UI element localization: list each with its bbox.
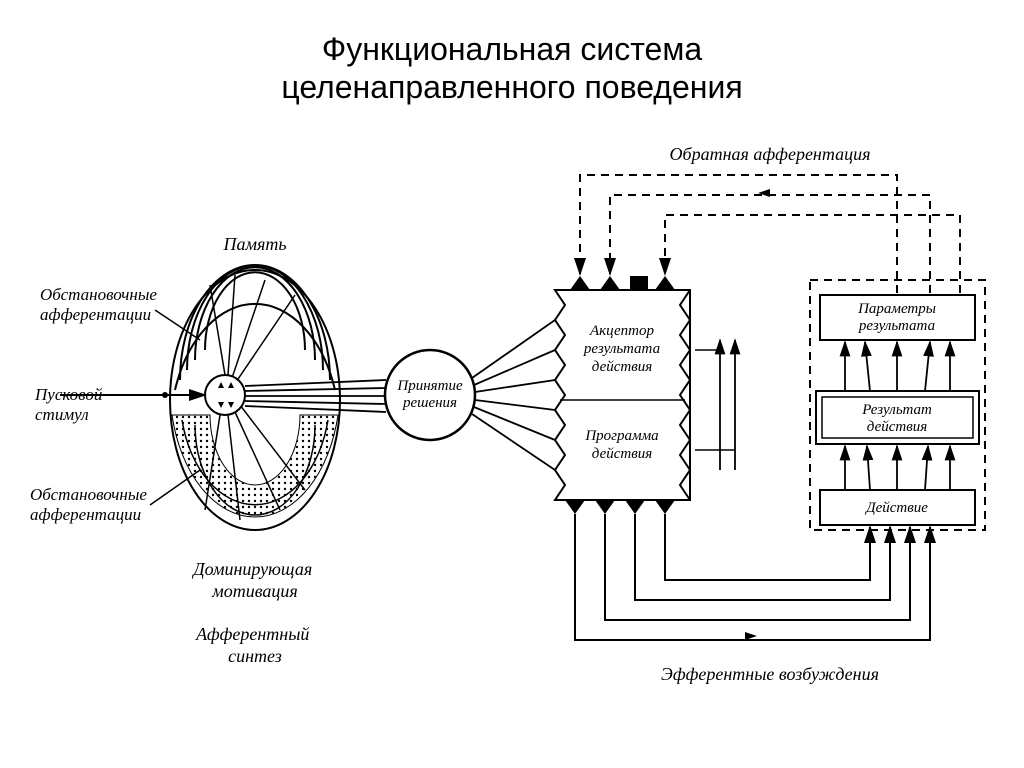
convergence-node (205, 375, 245, 415)
back-aff-path (580, 175, 897, 293)
efferent-label: Эфферентные возбуждения (661, 664, 879, 684)
trigger-label: Пусковой стимул (34, 385, 107, 424)
memory-label: Память (222, 234, 286, 254)
svg-text:Действие: Действие (864, 500, 928, 516)
svg-text:результата: результата (858, 318, 935, 334)
efferent-2 (605, 514, 910, 620)
diagram-svg: Принятие Акцептор результата действия Пр… (0, 0, 1024, 768)
dominant-label: Доминирующая мотивация (191, 559, 317, 601)
env-aff-bot: Обстановочные афферентации (30, 485, 151, 524)
svg-text:Параметры: Параметры (857, 301, 936, 317)
efferent-3 (635, 514, 890, 600)
program-l2: действия (592, 446, 652, 462)
decision-label: Принятие (396, 378, 463, 394)
acceptor-l3: действия (592, 359, 652, 375)
efferent-1 (575, 514, 930, 640)
memory-arc-4 (195, 267, 315, 360)
central-box (555, 290, 690, 500)
aff-synth-label: Афферентный синтез (195, 624, 314, 666)
svg-text:решения: решения (402, 395, 457, 411)
acceptor-l1: Акцептор (589, 323, 655, 339)
back-aff-label: Обратная афферентация (670, 144, 871, 164)
program-l1: Программа (584, 428, 658, 444)
env-aff-top: Обстановочные афферентации (40, 285, 161, 324)
acceptor-l2: результата (583, 341, 660, 357)
svg-text:Результат: Результат (861, 402, 932, 418)
memory-arc-2 (180, 265, 330, 380)
memory-arc-1 (175, 304, 335, 390)
svg-text:действия: действия (867, 419, 927, 435)
